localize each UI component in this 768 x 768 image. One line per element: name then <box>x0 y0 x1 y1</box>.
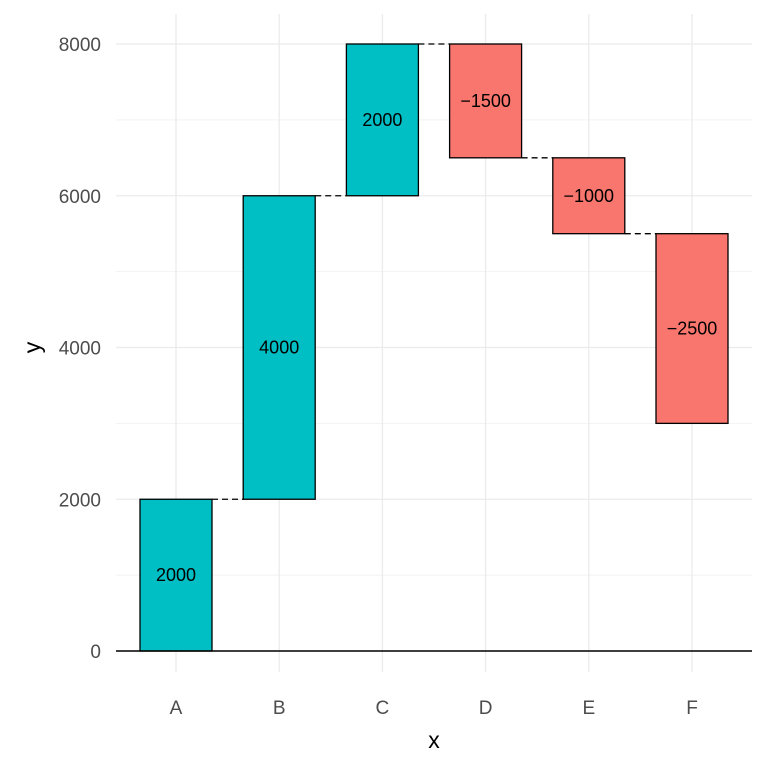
bar-D <box>448 43 523 159</box>
x-tick-label: D <box>479 698 493 719</box>
bar-B <box>242 195 316 500</box>
x-tick-label: F <box>686 698 698 719</box>
x-tick-labels: A B C D E F <box>170 698 698 719</box>
x-tick-label: E <box>582 698 595 719</box>
y-tick-labels: 0 2000 4000 6000 8000 <box>59 35 101 663</box>
bar-label-C: 2000 <box>362 110 402 130</box>
bar-F <box>655 233 729 425</box>
x-tick-label: B <box>273 698 286 719</box>
x-tick-label: A <box>170 698 183 719</box>
bar-label-A: 2000 <box>156 565 196 585</box>
x-axis-title: x <box>428 727 440 753</box>
bar-layer <box>139 43 729 652</box>
bar-E <box>552 157 626 235</box>
bar-label-E: −1000 <box>564 186 615 206</box>
y-axis-title: y <box>19 341 45 353</box>
bar-label-layer: 2000 4000 2000 −1500 −1000 −2500 <box>156 91 717 585</box>
bar-label-B: 4000 <box>259 338 299 358</box>
x-tick-label: C <box>376 698 390 719</box>
bar-A <box>139 498 213 652</box>
y-tick-label: 8000 <box>59 35 101 56</box>
bar-label-D: −1500 <box>460 91 511 111</box>
connector-layer <box>212 43 656 500</box>
y-tick-label: 6000 <box>59 187 101 208</box>
bar-C <box>345 43 420 197</box>
y-tick-label: 2000 <box>59 490 101 511</box>
bar-label-F: −2500 <box>667 319 718 339</box>
y-tick-label: 0 <box>90 642 101 663</box>
y-tick-label: 4000 <box>59 339 101 360</box>
